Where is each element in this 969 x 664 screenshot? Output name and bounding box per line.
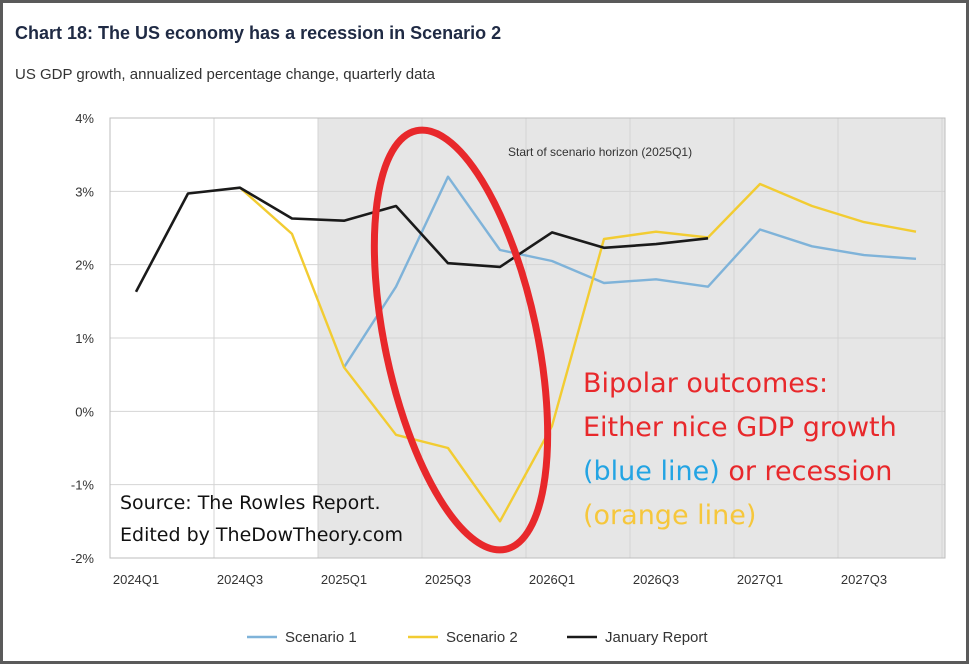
legend-label-january-report: January Report	[605, 629, 708, 646]
x-tick-label: 2026Q3	[633, 572, 679, 587]
or-recession-label: or recession	[720, 456, 893, 487]
y-tick-label: 1%	[75, 331, 94, 346]
series-line-scenario-1	[342, 175, 917, 368]
x-tick-label: 2025Q3	[425, 572, 471, 587]
bipolar-outcomes-line-1: Bipolar outcomes:	[583, 368, 828, 399]
y-tick-label: -1%	[71, 478, 95, 493]
x-tick-label: 2026Q1	[529, 572, 575, 587]
legend-label-scenario-2: Scenario 2	[446, 629, 518, 646]
series-line-january-report	[134, 186, 709, 293]
chart-subtitle: US GDP growth, annualized percentage cha…	[15, 66, 435, 83]
chart-title: Chart 18: The US economy has a recession…	[15, 23, 502, 43]
plot-area-border	[109, 117, 946, 559]
orange-line-label: (orange line)	[583, 500, 756, 531]
red-highlight-ellipse	[370, 126, 552, 554]
y-tick-label: 4%	[75, 111, 94, 126]
source-line-2: Edited by TheDowTheory.com	[120, 524, 403, 546]
y-tick-label: 3%	[75, 184, 94, 199]
source-line-1: Source: The Rowles Report.	[120, 492, 381, 514]
y-tick-label: -2%	[71, 551, 95, 566]
x-tick-label: 2024Q1	[113, 572, 159, 587]
bipolar-outcomes-line-2: Either nice GDP growth	[583, 412, 897, 443]
legend-label-scenario-1: Scenario 1	[285, 629, 357, 646]
scenario-horizon-note: Start of scenario horizon (2025Q1)	[508, 145, 692, 159]
x-tick-label: 2027Q1	[737, 572, 783, 587]
series-line-scenario-2	[239, 182, 917, 523]
x-tick-label: 2025Q1	[321, 572, 367, 587]
x-tick-label: 2024Q3	[217, 572, 263, 587]
y-tick-label: 2%	[75, 258, 94, 273]
blue-line-label: (blue line)	[583, 456, 720, 487]
x-tick-label: 2027Q3	[841, 572, 887, 587]
bipolar-outcomes-line-3: (blue line) or recession	[583, 456, 892, 487]
y-tick-label: 0%	[75, 404, 94, 419]
